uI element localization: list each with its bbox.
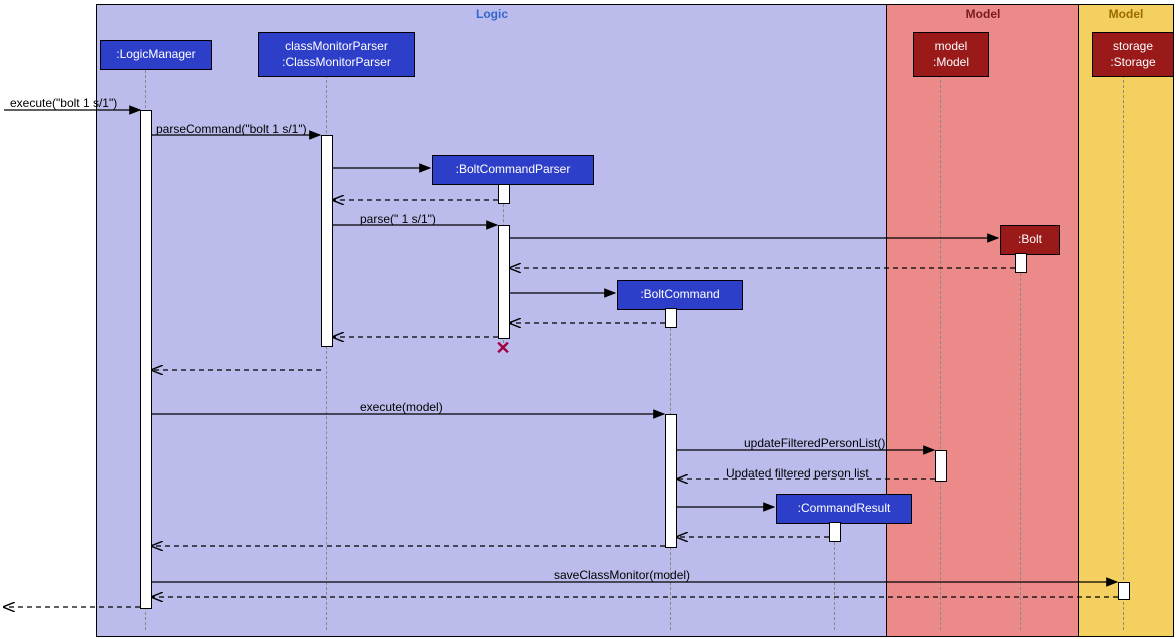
lifeline-bolt xyxy=(1020,253,1021,630)
activation-logicmanager xyxy=(140,110,152,609)
participant-storage: storage:Storage xyxy=(1092,32,1174,77)
participant-boltcommand: :BoltCommand xyxy=(617,280,743,310)
msg-execute: execute("bolt 1 s/1") xyxy=(10,96,117,110)
region-logic: Logic xyxy=(96,4,888,637)
activation-boltcommandparser-2 xyxy=(498,225,510,339)
activation-commandresult xyxy=(829,522,841,542)
activation-storage xyxy=(1118,582,1130,600)
region-model1: Model xyxy=(886,4,1080,637)
activation-classmonitorparser xyxy=(321,135,333,347)
participant-boltcommandparser: :BoltCommandParser xyxy=(432,155,594,185)
lifeline-storage xyxy=(1123,70,1124,630)
sequence-diagram: Logic Model Model :LogicManager classMon… xyxy=(0,0,1176,639)
participant-classmonitorparser: classMonitorParser:ClassMonitorParser xyxy=(258,32,415,77)
msg-updatedlist: Updated filtered person list xyxy=(726,466,869,480)
msg-executemodel: execute(model) xyxy=(360,400,443,414)
activation-boltcommand-1 xyxy=(665,308,677,328)
region-model1-title: Model xyxy=(887,7,1079,21)
msg-updatelist: updateFilteredPersonList() xyxy=(744,436,885,450)
msg-parsecommand: parseCommand("bolt 1 s/1") xyxy=(156,122,307,136)
activation-model xyxy=(935,450,947,482)
region-logic-title: Logic xyxy=(97,7,887,21)
activation-boltcommand-2 xyxy=(665,414,677,548)
lifeline-model xyxy=(940,70,941,630)
msg-parse: parse(" 1 s/1") xyxy=(360,212,436,226)
msg-savemonitor: saveClassMonitor(model) xyxy=(554,568,690,582)
participant-commandresult: :CommandResult xyxy=(776,494,912,524)
participant-bolt: :Bolt xyxy=(1000,225,1060,255)
destroy-icon: ✕ xyxy=(495,340,511,356)
participant-model: model:Model xyxy=(913,32,989,77)
participant-logicmanager: :LogicManager xyxy=(100,40,212,70)
region-model2: Model xyxy=(1078,4,1174,637)
activation-boltcommandparser-1 xyxy=(498,184,510,204)
activation-bolt xyxy=(1015,253,1027,273)
region-model2-title: Model xyxy=(1079,7,1173,21)
